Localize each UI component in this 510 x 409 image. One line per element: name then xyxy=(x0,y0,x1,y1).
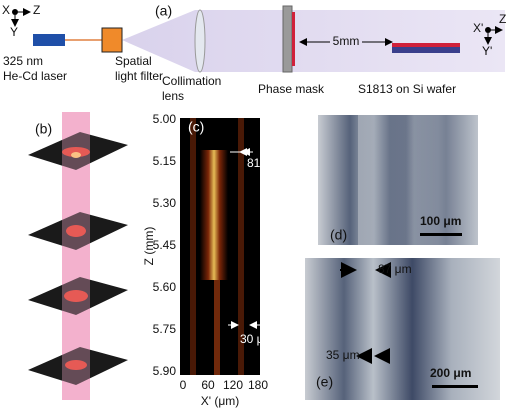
annotation: 35 μm xyxy=(326,348,360,362)
mask-edge xyxy=(292,12,295,66)
label: Spatial xyxy=(115,54,152,68)
axis-label: Y xyxy=(10,25,18,39)
phase-mask xyxy=(282,5,293,73)
panel-c: (c) 81 μm 30 μm 5.00 5.15 5.30 5.45 5.60 5.75… xyxy=(142,112,280,408)
panel-label: (b) xyxy=(35,121,52,137)
streak xyxy=(238,118,244,375)
x-tick-label: 180 xyxy=(248,378,268,392)
plane xyxy=(62,112,90,400)
y-axis-title: Z (mm) xyxy=(142,227,156,266)
x-axis-title: X' (μm) xyxy=(201,394,240,408)
laser xyxy=(33,34,65,46)
annotation: 87 μm xyxy=(378,262,412,276)
label: 5mm xyxy=(333,34,360,48)
y-tick-label: 5.45 xyxy=(153,238,177,252)
y-tick-label: 5.00 xyxy=(153,112,177,126)
axis-label: Z xyxy=(33,3,40,17)
focus-streak xyxy=(200,150,228,280)
scale-bar xyxy=(432,385,478,388)
streak xyxy=(214,280,220,375)
micrograph xyxy=(305,258,500,400)
wafer xyxy=(392,47,460,53)
panel-d: (d) 100 μm xyxy=(318,115,510,245)
axis-origin xyxy=(12,9,18,15)
scale-label: 200 μm xyxy=(430,366,471,380)
label: S1813 on Si wafer xyxy=(358,82,456,96)
plane-overlay xyxy=(62,112,90,400)
beam xyxy=(122,10,505,72)
spatial-filter xyxy=(101,27,123,53)
panel-label: (e) xyxy=(316,374,333,390)
label: 325 nm xyxy=(3,54,43,68)
label: He-Cd laser xyxy=(3,69,67,83)
resist xyxy=(392,43,460,47)
annotation: 30 μm xyxy=(240,332,274,346)
label: lens xyxy=(162,89,184,103)
axis-label: Y' xyxy=(482,44,492,58)
axis-label: X' xyxy=(473,21,483,35)
y-ticks: 5.00 5.15 5.30 5.45 5.60 5.75 5.90 xyxy=(153,112,177,378)
x-tick-label: 120 xyxy=(223,378,243,392)
y-tick-label: 5.75 xyxy=(153,322,177,336)
label: light filter xyxy=(115,69,163,83)
axis-origin xyxy=(485,27,491,33)
axis-label: X xyxy=(2,3,10,17)
x-tick-label: 60 xyxy=(201,378,215,392)
axis-label: Z xyxy=(499,12,506,26)
panel-b: (b) xyxy=(28,112,128,400)
scale-label: 100 μm xyxy=(420,214,461,228)
panel-a: X Z Y X' Z Y' (a) 325 nm He-Cd laser Spa… xyxy=(2,3,506,103)
label: Phase mask xyxy=(258,82,325,96)
label: Collimation xyxy=(162,74,221,88)
panel-label: (d) xyxy=(330,227,347,243)
annotation: 81 μm xyxy=(247,156,281,170)
x-ticks: 0 60 120 180 xyxy=(180,378,269,392)
hotspot xyxy=(71,152,81,158)
streak xyxy=(190,118,196,375)
y-tick-label: 5.60 xyxy=(153,280,177,294)
lens xyxy=(194,9,206,73)
y-tick-label: 5.15 xyxy=(153,154,177,168)
x-tick-label: 0 xyxy=(180,378,187,392)
scale-bar xyxy=(420,233,462,236)
y-tick-label: 5.90 xyxy=(153,364,177,378)
panel-e: 87 μm 35 μm (e) 200 μm xyxy=(305,258,500,400)
panel-label: (c) xyxy=(188,119,204,135)
panel-label: (a) xyxy=(155,3,172,19)
y-tick-label: 5.30 xyxy=(153,196,177,210)
